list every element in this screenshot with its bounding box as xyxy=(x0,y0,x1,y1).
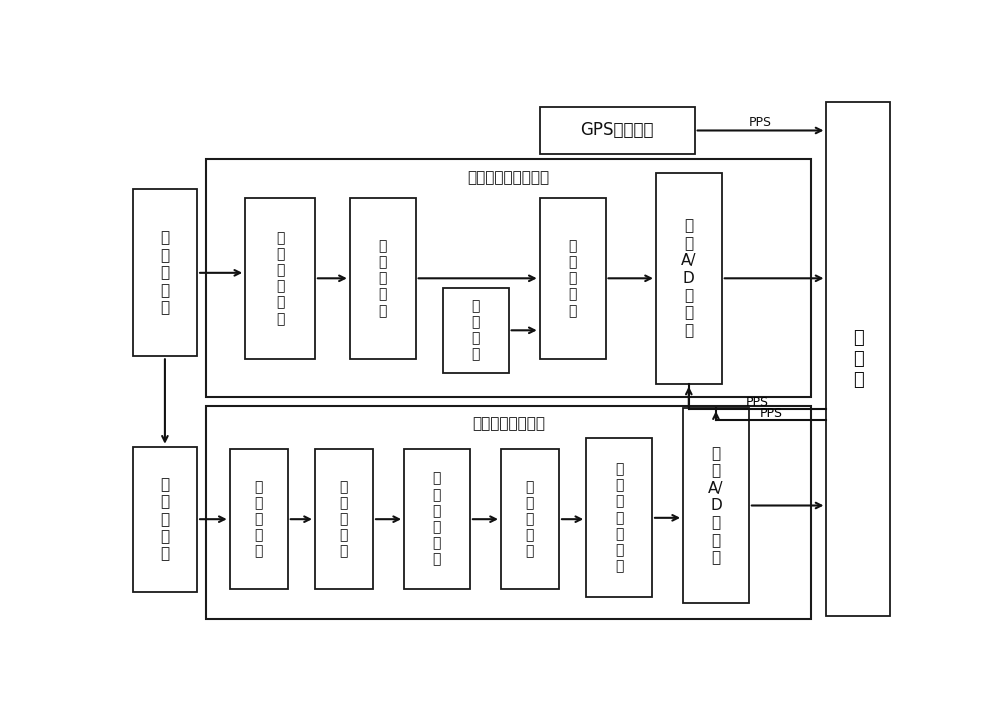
Text: 第
二
积
分
器: 第 二 积 分 器 xyxy=(526,480,534,559)
Bar xyxy=(540,198,606,359)
Bar xyxy=(245,198,315,359)
Bar xyxy=(683,408,749,603)
Bar xyxy=(540,107,695,154)
Text: 高
通
滤
波
器: 高 通 滤 波 器 xyxy=(340,480,348,559)
Bar xyxy=(826,102,890,616)
Text: 程
控
功
率
放
大
器: 程 控 功 率 放 大 器 xyxy=(615,462,623,573)
Bar xyxy=(133,189,197,356)
Text: PPS: PPS xyxy=(746,396,769,409)
Text: 电
流
传
感
器: 电 流 传 感 器 xyxy=(160,477,169,562)
Bar xyxy=(230,449,288,589)
Text: PPS: PPS xyxy=(760,407,783,419)
Text: GPS接收模块: GPS接收模块 xyxy=(580,122,654,139)
Text: 调
零
电
路: 调 零 电 路 xyxy=(472,299,480,362)
Text: 相
位
校
正
电
路: 相 位 校 正 电 路 xyxy=(433,471,441,567)
Text: 二次侧电压调理电路: 二次侧电压调理电路 xyxy=(468,170,550,185)
Text: 高
压
互
感
器: 高 压 互 感 器 xyxy=(160,230,169,315)
Text: 同
相
放
大
器: 同 相 放 大 器 xyxy=(568,239,577,318)
Bar xyxy=(206,405,811,619)
Bar xyxy=(656,173,722,384)
Text: 电
压
跟
随
器: 电 压 跟 随 器 xyxy=(378,239,387,318)
Text: 电
容
分
压
电
路: 电 容 分 压 电 路 xyxy=(276,231,284,326)
Text: 第
一
积
分
器: 第 一 积 分 器 xyxy=(254,480,263,559)
Text: 第
二
A/
D
转
换
器: 第 二 A/ D 转 换 器 xyxy=(681,218,697,338)
Bar xyxy=(586,439,652,597)
Bar xyxy=(443,288,509,373)
Bar xyxy=(404,449,470,589)
Bar xyxy=(315,449,373,589)
Text: 泄露电流调理电路: 泄露电流调理电路 xyxy=(472,417,545,432)
Bar xyxy=(350,198,416,359)
Bar xyxy=(206,159,811,397)
Bar xyxy=(501,449,559,589)
Text: 处
理
器: 处 理 器 xyxy=(853,329,864,389)
Bar xyxy=(133,447,197,592)
Text: PPS: PPS xyxy=(749,116,772,129)
Text: 第
一
A/
D
变
换
器: 第 一 A/ D 变 换 器 xyxy=(708,446,724,565)
